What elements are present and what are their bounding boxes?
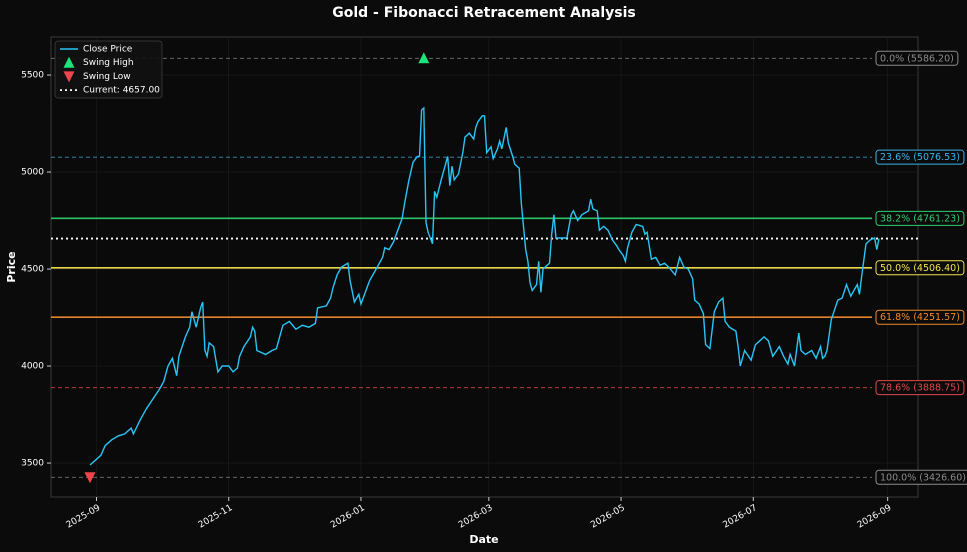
legend-swatch <box>63 71 75 83</box>
legend-label: Close Price <box>83 45 133 55</box>
y-tick-label: 5500 <box>21 71 44 81</box>
fib-label-box <box>875 469 967 485</box>
y-tick-label: 3500 <box>21 459 44 469</box>
legend-swatch <box>63 56 75 68</box>
fib-label: 0.0% (5586.20) <box>880 53 954 64</box>
fib-label: 38.2% (4761.23) <box>880 213 960 224</box>
legend-label: Swing High <box>83 58 134 68</box>
fib-label-box <box>875 260 965 276</box>
fib-label: 23.6% (5076.53) <box>880 152 960 163</box>
legend-box <box>54 40 163 99</box>
price-line <box>89 106 880 466</box>
fib-label-box <box>875 380 965 396</box>
fib-label: 61.8% (4251.57) <box>880 312 960 323</box>
swing-high-marker <box>418 52 430 64</box>
x-axis-label: Date <box>469 533 498 546</box>
fib-label: 78.6% (3888.75) <box>880 383 960 394</box>
legend-label: Current: 4657.00 <box>83 86 160 96</box>
fib-label-box <box>875 50 959 66</box>
fib-label: 50.0% (4506.40) <box>880 263 960 274</box>
chart-title: Gold - Fibonacci Retracement Analysis <box>332 5 636 21</box>
y-axis-label: Price <box>5 251 18 282</box>
y-tick-label: 4000 <box>21 362 44 372</box>
fib-label-box <box>875 309 965 325</box>
swing-low-marker <box>84 472 96 484</box>
fib-label: 100.0% (3426.60) <box>880 472 966 483</box>
fib-label-box <box>875 210 965 226</box>
legend-label: Swing Low <box>83 72 131 82</box>
fib-label-box <box>875 149 965 165</box>
y-tick-label: 5000 <box>21 168 44 178</box>
y-tick-label: 4500 <box>21 265 44 275</box>
